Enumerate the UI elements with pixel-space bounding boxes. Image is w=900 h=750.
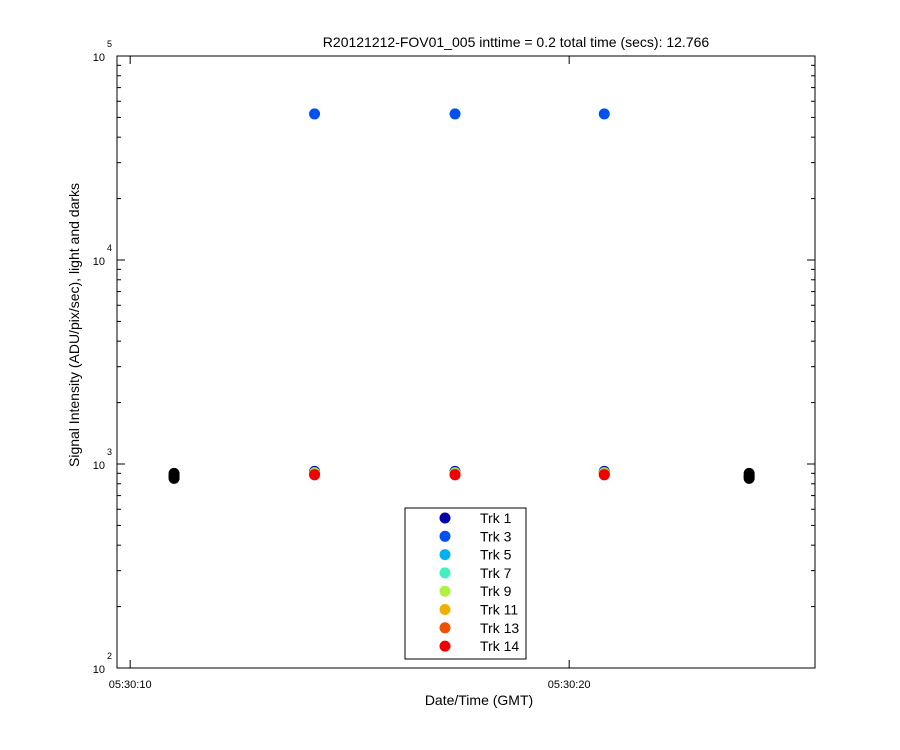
dark-data-point bbox=[743, 472, 755, 484]
y-tick-label-exponent: 2 bbox=[107, 651, 112, 661]
x-tick-label: 05:30:20 bbox=[548, 679, 591, 691]
legend-label: Trk 7 bbox=[480, 565, 512, 581]
legend-marker bbox=[439, 604, 451, 615]
legend-marker bbox=[439, 585, 451, 597]
y-tick-label-base: 10 bbox=[93, 256, 105, 268]
legend-entries: Trk 1 Trk 3 Trk 5 Trk 7 Trk 9 Trk 11 Trk 13 Trk… bbox=[439, 510, 519, 654]
legend-label: Trk 3 bbox=[480, 528, 512, 544]
legend-marker bbox=[439, 640, 451, 652]
legend-label: Trk 13 bbox=[480, 620, 519, 636]
y-tick-label-base: 10 bbox=[93, 664, 105, 676]
y-tick-label-base: 10 bbox=[93, 52, 105, 64]
data-point bbox=[449, 108, 461, 120]
legend-label: Trk 1 bbox=[480, 510, 512, 526]
legend-label: Trk 11 bbox=[480, 602, 518, 618]
data-point bbox=[598, 469, 610, 481]
legend-box bbox=[404, 507, 527, 660]
legend: Trk 1 Trk 3 Trk 5 Trk 7 Trk 9 Trk 11 Trk 13 Trk… bbox=[404, 507, 527, 660]
legend-marker bbox=[439, 549, 451, 561]
legend-marker bbox=[439, 622, 451, 634]
y-minor-ticks bbox=[117, 64, 815, 608]
data-point bbox=[309, 469, 321, 481]
data-point bbox=[449, 469, 461, 481]
legend-marker bbox=[439, 512, 451, 524]
y-tick-label-exponent: 3 bbox=[107, 447, 112, 457]
legend-label: Trk 14 bbox=[480, 638, 519, 654]
y-tick-label-exponent: 5 bbox=[107, 39, 112, 49]
legend-label: Trk 9 bbox=[480, 583, 512, 599]
dark-data-point bbox=[168, 472, 180, 484]
legend-label: Trk 5 bbox=[480, 547, 512, 563]
data-points bbox=[168, 108, 755, 484]
y-tick-label-base: 10 bbox=[93, 460, 105, 472]
y-axis-label: Signal Intensity (ADU/pix/sec), light an… bbox=[66, 183, 82, 467]
x-axis-label: Date/Time (GMT) bbox=[425, 692, 533, 708]
y-tick-label-exponent: 4 bbox=[107, 243, 112, 253]
data-point bbox=[309, 108, 321, 120]
legend-marker bbox=[439, 567, 451, 579]
data-point bbox=[598, 108, 610, 120]
x-tick-label: 05:30:10 bbox=[109, 679, 152, 691]
chart-title: R20121212-FOV01_005 inttime = 0.2 total … bbox=[323, 34, 710, 50]
legend-marker bbox=[439, 530, 451, 542]
x-ticks: 05:30:10 05:30:20 bbox=[109, 56, 591, 691]
